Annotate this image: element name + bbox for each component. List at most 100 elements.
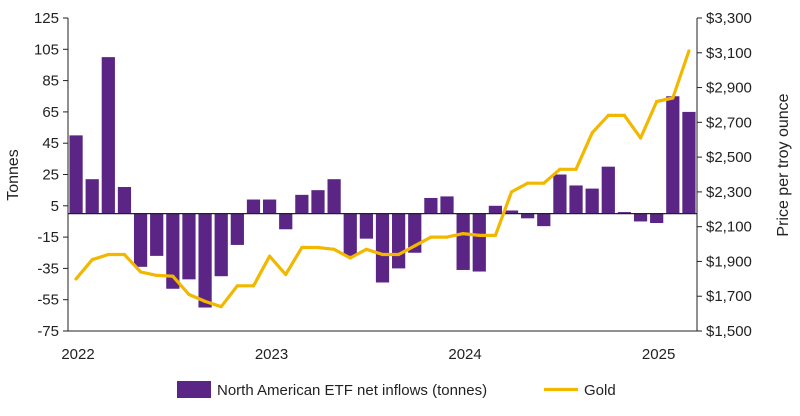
bar-2024-07 — [553, 174, 567, 214]
legend-swatch-etf — [177, 381, 211, 398]
gold-point-2024-01 — [461, 232, 465, 236]
gold-point-2024-08 — [574, 167, 578, 171]
bar-2024-10 — [601, 166, 615, 214]
axes-layer — [63, 17, 702, 332]
gold-point-2025-01 — [655, 99, 659, 104]
bar-2022-02 — [85, 179, 99, 214]
y-right-tick-label: $1,700 — [706, 288, 752, 305]
y-right-tick-label: $2,700 — [706, 114, 752, 131]
x-tick-label: 2024 — [448, 346, 481, 363]
gold-point-2024-02 — [477, 233, 481, 237]
y-right-tick-label: $2,100 — [706, 219, 752, 236]
bar-2022-09 — [198, 213, 212, 308]
bar-2023-12 — [440, 196, 454, 214]
bar-2022-12 — [246, 199, 261, 214]
y-right-tick-label: $1,900 — [706, 253, 752, 270]
gold-point-2023-01 — [268, 254, 272, 258]
y-left-axis-title: Tonnes — [5, 149, 22, 201]
bar-2022-07 — [166, 213, 180, 289]
bar-2022-08 — [182, 213, 196, 280]
bar-2022-01 — [69, 135, 83, 214]
bar-2022-05 — [133, 213, 148, 267]
gold-point-2023-10 — [413, 244, 417, 248]
gold-point-2024-12 — [638, 136, 643, 140]
bar-2024-08 — [569, 185, 583, 214]
gold-point-2022-11 — [235, 284, 239, 288]
y-right-tick-label: $3,100 — [706, 45, 752, 62]
y-left-tick-label: 25 — [42, 167, 59, 184]
gold-point-2022-12 — [251, 284, 256, 288]
gold-point-2023-04 — [316, 245, 320, 250]
bar-2023-01 — [262, 199, 277, 214]
y-right-tick-label: $3,300 — [706, 10, 752, 27]
bar-2024-04 — [504, 210, 519, 214]
gold-point-2024-07 — [558, 167, 562, 171]
bar-2023-11 — [424, 197, 438, 214]
bar-2024-03 — [488, 205, 503, 214]
bar-2024-12 — [633, 213, 648, 222]
y-left-tick-label: -15 — [37, 229, 59, 246]
bar-2024-11 — [617, 212, 632, 214]
y-left-tick-label: 85 — [42, 73, 59, 90]
gold-point-2022-02 — [90, 258, 94, 262]
gold-point-2025-02 — [671, 96, 675, 100]
gold-point-2022-07 — [171, 274, 175, 278]
y-left-tick-label: 65 — [42, 104, 59, 121]
bar-2023-04 — [311, 190, 325, 214]
gold-point-2024-04 — [509, 190, 514, 194]
gold-point-2022-06 — [155, 273, 159, 277]
bar-2022-11 — [230, 213, 244, 245]
y-left-tick-label: 125 — [34, 10, 59, 27]
bar-2025-01 — [650, 213, 664, 224]
y-right-axis-title: Price per troy ounce — [775, 93, 792, 236]
bar-2024-06 — [537, 213, 551, 227]
bar-2024-01 — [456, 213, 470, 270]
gold-point-2024-11 — [622, 113, 627, 117]
gold-point-2022-03 — [106, 252, 110, 257]
bar-2022-03 — [101, 57, 115, 214]
bar-2024-05 — [521, 213, 535, 219]
y-left-tick-label: -35 — [37, 260, 59, 277]
x-tick-label: 2025 — [642, 346, 675, 363]
y-right-tick-label: $2,900 — [706, 80, 752, 97]
gold-point-2023-08 — [380, 252, 385, 257]
bar-2024-09 — [585, 188, 599, 214]
bar-2025-03 — [682, 111, 696, 214]
gold-point-2024-03 — [493, 233, 497, 237]
bar-2023-03 — [295, 194, 309, 214]
gold-point-2024-10 — [606, 113, 610, 117]
legend-label-etf: North American ETF net inflows (tonnes) — [217, 382, 487, 399]
gold-point-2024-06 — [542, 181, 546, 185]
bar-2023-08 — [375, 213, 390, 283]
y-left-tick-label: 45 — [42, 135, 59, 152]
gold-point-2022-09 — [203, 299, 207, 304]
y-left-tick-label: -55 — [37, 292, 59, 309]
gold-point-2024-09 — [590, 131, 594, 135]
bar-2022-06 — [150, 213, 164, 256]
x-tick-label: 2022 — [61, 346, 94, 363]
gold-point-2022-01 — [74, 277, 78, 281]
y-right-tick-label: $1,500 — [706, 323, 752, 340]
gold-point-2023-11 — [429, 235, 433, 239]
gold-point-2023-06 — [348, 256, 352, 260]
gold-point-2023-12 — [445, 235, 449, 239]
gold-point-2023-03 — [300, 245, 304, 250]
line-layer — [74, 49, 691, 309]
bar-2025-02 — [666, 96, 680, 214]
bar-2024-02 — [472, 213, 486, 272]
gold-point-2023-05 — [332, 247, 336, 251]
legend: North American ETF net inflows (tonnes) G… — [177, 381, 616, 399]
gold-point-2024-05 — [526, 181, 530, 185]
y-left-tick-label: 5 — [51, 198, 59, 215]
bar-2022-10 — [214, 213, 228, 277]
gold-point-2022-04 — [122, 252, 127, 257]
gold-point-2023-09 — [397, 252, 401, 257]
gold-point-2025-03 — [687, 49, 691, 53]
legend-label-gold: Gold — [584, 382, 616, 399]
labels-layer: 125 105 85 65 45 25 5 -15 -35 -55 -75 $3,300 $3,100 $… — [5, 10, 792, 363]
bar-2022-04 — [117, 187, 132, 214]
gold-point-2022-10 — [219, 305, 223, 309]
gold-point-2022-05 — [138, 270, 143, 274]
gold-point-2023-02 — [284, 272, 288, 277]
